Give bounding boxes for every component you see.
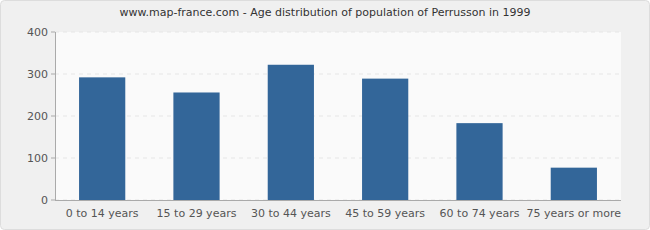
bar (551, 168, 597, 200)
y-tick-label: 400 (27, 26, 48, 39)
x-tick-label: 0 to 14 years (66, 207, 139, 220)
y-tick-label: 100 (27, 152, 48, 165)
x-tick-label: 75 years or more (527, 207, 622, 220)
grid-line (55, 200, 621, 201)
x-axis (55, 200, 621, 201)
bar (173, 92, 219, 200)
bar (456, 123, 502, 200)
title: www.map-france.com - Age distribution of… (120, 6, 531, 19)
bar (362, 79, 408, 200)
tick-mark (51, 158, 55, 159)
background (1, 1, 650, 230)
chart-svg: www.map-france.com - Age distribution of… (0, 0, 650, 230)
tick-mark (51, 200, 55, 201)
tick-mark (51, 32, 55, 33)
x-tick-label: 45 to 59 years (345, 207, 425, 220)
bar (79, 77, 125, 200)
grid-line (55, 74, 621, 75)
tick-mark (51, 74, 55, 75)
grid-line (55, 116, 621, 117)
chart-container: www.map-france.com - Age distribution of… (0, 0, 650, 230)
y-axis (55, 32, 56, 200)
bar (268, 65, 314, 200)
x-tick-label: 15 to 29 years (157, 207, 237, 220)
bars (79, 65, 597, 200)
y-tick-label: 0 (41, 194, 48, 207)
x-tick-label: 60 to 74 years (440, 207, 520, 220)
x-tick-label: 30 to 44 years (251, 207, 331, 220)
y-tick-label: 200 (27, 110, 48, 123)
plot-area (55, 32, 621, 200)
grid-line (55, 158, 621, 159)
grid-line (55, 32, 621, 33)
y-tick-label: 300 (27, 68, 48, 81)
tick-mark (51, 116, 55, 117)
